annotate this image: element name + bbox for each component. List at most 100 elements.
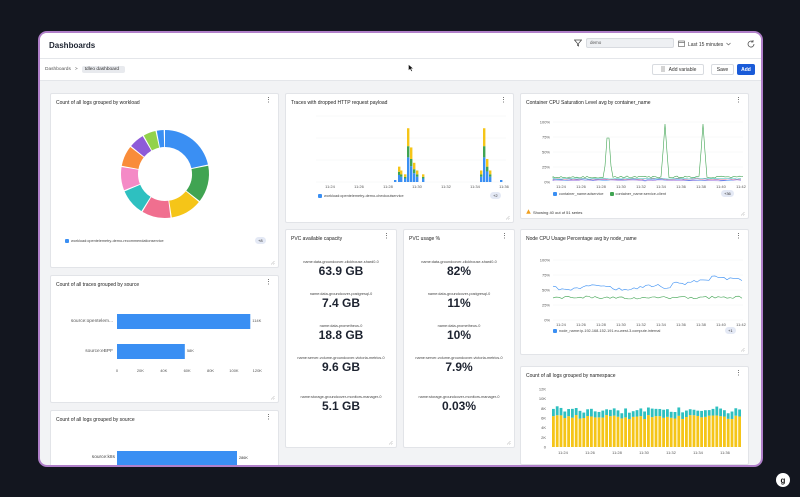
bar-category-label: source:eBPF bbox=[85, 348, 113, 354]
stat-item: name:server-volume-groundcover-victoria-… bbox=[404, 356, 514, 374]
bar[interactable] bbox=[117, 314, 250, 329]
bar-segment bbox=[605, 415, 608, 447]
donut-slice[interactable] bbox=[165, 130, 208, 168]
filter-control[interactable]: demo bbox=[573, 38, 674, 48]
svg-text:g: g bbox=[781, 476, 786, 485]
legend-more-badge[interactable]: +8 bbox=[255, 237, 266, 244]
filter-icon[interactable] bbox=[573, 38, 583, 48]
chart-legend[interactable]: node_name:ip-192-168-152-191.eu-west-3.c… bbox=[553, 329, 660, 333]
bar-segment bbox=[715, 415, 718, 447]
bar-value-label: 58K bbox=[187, 348, 194, 353]
chart-legend[interactable]: workload:opentelemetry-demo-checkoutserv… bbox=[318, 194, 404, 198]
y-tick-label: 50% bbox=[542, 288, 550, 293]
bar-segment bbox=[670, 412, 673, 418]
x-tick-label: 11:36 bbox=[676, 322, 686, 327]
legend-more-badge[interactable]: +2 bbox=[490, 192, 501, 199]
bar-segment bbox=[658, 409, 661, 416]
bar-segment bbox=[601, 411, 604, 418]
bar-segment bbox=[685, 411, 688, 417]
bar-segment bbox=[422, 174, 424, 177]
x-tick-label: 0 bbox=[116, 368, 119, 373]
refresh-icon[interactable] bbox=[746, 39, 756, 49]
bar-segment bbox=[655, 416, 658, 447]
chart-legend[interactable]: workload:opentelemetry-demo-recommendati… bbox=[65, 239, 164, 243]
bar-segment bbox=[413, 163, 415, 169]
bar-segment bbox=[563, 412, 566, 419]
bar-segment bbox=[719, 409, 722, 417]
resize-handle-icon[interactable] bbox=[506, 440, 511, 445]
bar-segment bbox=[582, 413, 585, 418]
x-tick-label: 11:28 bbox=[596, 322, 606, 327]
legend-more-badge[interactable]: +36 bbox=[721, 190, 734, 197]
bar-value-label: 286K bbox=[239, 456, 248, 460]
y-tick-label: 100% bbox=[540, 258, 551, 263]
x-tick-label: 11:42 bbox=[736, 184, 746, 189]
resize-handle-icon[interactable] bbox=[505, 215, 510, 220]
bar-segment bbox=[552, 409, 555, 416]
bar-segment bbox=[723, 417, 726, 447]
x-tick-label: 11:30 bbox=[616, 184, 626, 189]
x-tick-label: 11:26 bbox=[585, 450, 595, 455]
breadcrumb-root[interactable]: Dashboards bbox=[45, 67, 71, 72]
series-line bbox=[553, 124, 743, 178]
bar-segment bbox=[480, 177, 482, 182]
bar-segment bbox=[500, 180, 502, 182]
panel-traces-by-source: Count of all traces grouped by source ⋮ … bbox=[50, 275, 279, 403]
bar-segment bbox=[575, 408, 578, 415]
bar-segment bbox=[489, 174, 491, 176]
more-options-icon[interactable]: ⋮ bbox=[501, 234, 508, 240]
chart-legend[interactable]: container_name:adservice container_name:… bbox=[553, 192, 666, 196]
add-variable-button[interactable]: Add variable bbox=[652, 64, 704, 75]
add-button[interactable]: Add bbox=[737, 64, 755, 75]
breadcrumb: Dashboards > tdleo dashboard bbox=[45, 66, 125, 73]
resize-handle-icon[interactable] bbox=[388, 440, 393, 445]
resize-handle-icon[interactable] bbox=[740, 211, 745, 216]
top-bar: Dashboards demo Last 15 minutes bbox=[40, 33, 761, 59]
more-options-icon[interactable]: ⋮ bbox=[265, 415, 272, 421]
bar-segment bbox=[486, 171, 488, 182]
more-options-icon[interactable]: ⋮ bbox=[383, 234, 390, 240]
panel-title: PVC available capacity bbox=[291, 236, 342, 242]
legend-more-badge[interactable]: +1 bbox=[725, 327, 736, 334]
bar-segment bbox=[410, 166, 412, 182]
bar-segment bbox=[700, 411, 703, 417]
stat-value: 10% bbox=[404, 328, 514, 342]
panel-logs-by-workload: Count of all logs grouped by workload ⋮ … bbox=[50, 93, 279, 268]
save-button[interactable]: Save bbox=[711, 64, 734, 75]
bar-segment bbox=[670, 418, 673, 447]
resize-handle-icon[interactable] bbox=[270, 260, 275, 265]
filter-input[interactable]: demo bbox=[586, 38, 674, 48]
resize-handle-icon[interactable] bbox=[740, 347, 745, 352]
bar-segment bbox=[483, 146, 485, 157]
bar-segment bbox=[556, 406, 559, 415]
breadcrumb-current[interactable]: tdleo dashboard bbox=[82, 66, 125, 73]
bar-segment bbox=[696, 411, 699, 416]
bar-segment bbox=[567, 416, 570, 447]
bar-segment bbox=[413, 173, 415, 182]
bar-segment bbox=[727, 413, 730, 419]
bar-segment bbox=[590, 409, 593, 417]
legend-label: workload:opentelemetry-demo-checkoutserv… bbox=[324, 194, 404, 198]
y-tick-label: 0 bbox=[544, 445, 547, 450]
bar-segment bbox=[586, 409, 589, 416]
stat-item: name:data-prometheus-0 10% bbox=[404, 324, 514, 342]
series-line bbox=[553, 296, 742, 299]
bar-segment bbox=[407, 128, 409, 146]
bar-segment bbox=[609, 410, 612, 416]
y-tick-label: 0% bbox=[544, 318, 550, 323]
bar[interactable] bbox=[117, 344, 185, 359]
bar-segment bbox=[404, 174, 406, 177]
bar-segment bbox=[407, 146, 409, 157]
x-tick-label: 11:40 bbox=[716, 184, 726, 189]
bar-segment bbox=[598, 417, 601, 447]
x-tick-label: 11:26 bbox=[576, 322, 586, 327]
bar-segment bbox=[422, 177, 424, 179]
series-line bbox=[553, 276, 742, 290]
bar-source-k8s[interactable] bbox=[117, 451, 237, 465]
bar-segment bbox=[693, 415, 696, 447]
time-range-picker[interactable]: Last 15 minutes bbox=[678, 40, 731, 49]
bar-segment bbox=[651, 409, 654, 418]
resize-handle-icon[interactable] bbox=[270, 395, 275, 400]
bar-segment bbox=[601, 418, 604, 447]
stat-value: 0.03% bbox=[418, 399, 500, 413]
